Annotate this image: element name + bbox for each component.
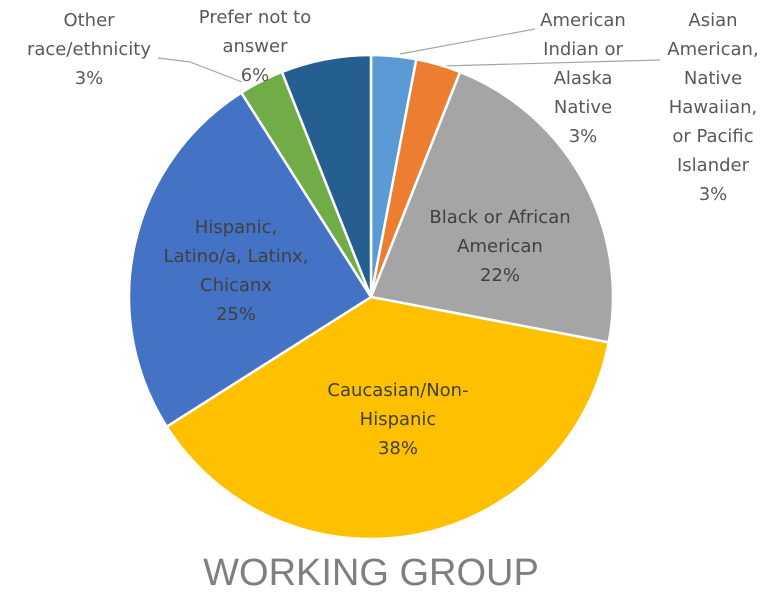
leader-line [399, 28, 536, 55]
category-label: Black or African American [429, 207, 571, 257]
category-label: Hispanic, Latino/a, Latinx, Chicanx [163, 217, 309, 296]
category-label: American Indian or Alaska Native [540, 10, 626, 118]
leader-line [157, 57, 243, 83]
pie-slice [280, 53, 373, 298]
slice-label: Hispanic, Latino/a, Latinx, Chicanx 25% [154, 213, 319, 329]
category-label: Caucasian/Non-Hispanic [327, 380, 469, 430]
value-label: 3% [698, 184, 728, 205]
leader-lines [157, 28, 661, 83]
chart-title: WORKING GROUP [203, 552, 539, 594]
value-label: 38% [377, 438, 418, 459]
pie-slice [127, 90, 373, 429]
category-label: Other race/ethnicity [26, 10, 152, 60]
slice-label: Caucasian/Non-Hispanic 38% [311, 376, 486, 463]
slice-label: American Indian or Alaska Native 3% [528, 6, 638, 151]
value-label: 6% [240, 65, 270, 86]
slice-label: Prefer not to answer 6% [180, 3, 330, 90]
slice-label: Black or African American 22% [413, 203, 588, 290]
slice-label: Asian American, Native Hawaiian, or Paci… [663, 6, 763, 209]
value-label: 3% [74, 68, 104, 89]
value-label: 25% [215, 304, 256, 325]
leader-line [441, 59, 661, 67]
category-label: Asian American, Native Hawaiian, or Paci… [667, 10, 759, 176]
pie-slice [369, 70, 615, 344]
value-label: 22% [479, 265, 520, 286]
value-label: 3% [568, 126, 598, 147]
slice-label: Other race/ethnicity 3% [14, 6, 164, 93]
category-label: Prefer not to answer [198, 7, 312, 57]
